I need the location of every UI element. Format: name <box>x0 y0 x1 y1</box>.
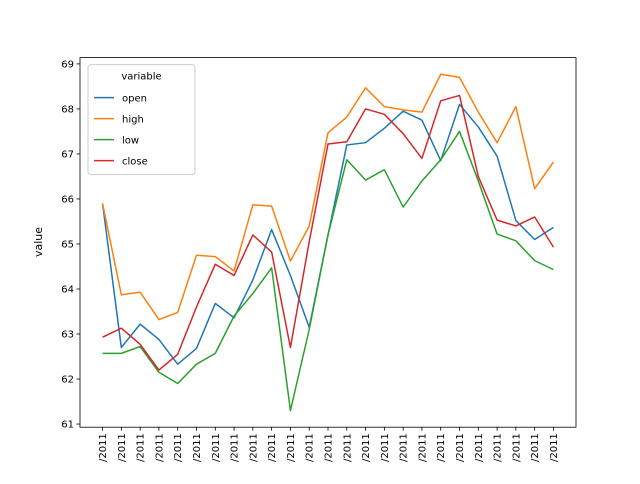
x-tick-label: /2011 <box>173 433 184 462</box>
y-tick-label: 69 <box>61 59 74 70</box>
x-tick-label: /2011 <box>455 433 466 462</box>
y-tick-label: 66 <box>61 194 74 205</box>
series-line <box>102 130 554 412</box>
x-tick-label: /2011 <box>136 433 147 462</box>
x-tick-label: /2011 <box>211 433 222 462</box>
y-axis-label: value <box>32 227 45 257</box>
legend-label: open <box>122 94 147 105</box>
x-tick-label: /2011 <box>305 433 316 462</box>
legend-label: low <box>122 136 139 147</box>
y-tick-label: 65 <box>61 239 74 250</box>
x-tick-label: /2011 <box>474 433 485 462</box>
x-tick-label: /2011 <box>493 433 504 462</box>
x-tick-label: /2011 <box>342 433 353 462</box>
plot-frame <box>79 57 577 428</box>
series-line <box>101 73 555 321</box>
y-tick-label: 61 <box>61 420 74 431</box>
y-tick-label: 68 <box>61 104 74 115</box>
legend-title: variable <box>121 72 161 83</box>
x-tick-label: /2011 <box>530 433 541 462</box>
legend-label: close <box>122 157 148 168</box>
x-tick-label: /2011 <box>511 433 522 462</box>
x-tick-label: /2011 <box>380 433 391 462</box>
y-tick-label: 62 <box>61 375 74 386</box>
x-tick-label: /2011 <box>230 433 241 462</box>
x-tick-label: /2011 <box>549 433 560 462</box>
x-tick-label: /2011 <box>399 433 410 462</box>
x-tick-label: /2011 <box>286 433 297 462</box>
x-tick-label: /2011 <box>417 433 428 462</box>
x-tick-label: /2011 <box>324 433 335 462</box>
x-tick-label: /2011 <box>248 433 259 462</box>
legend-label: high <box>122 115 144 126</box>
x-tick-label: /2011 <box>98 433 109 462</box>
series-line <box>102 94 555 371</box>
x-tick-label: /2011 <box>154 433 165 462</box>
x-tick-label: /2011 <box>436 433 447 462</box>
legend-box <box>87 64 196 176</box>
x-tick-label: /2011 <box>361 433 372 462</box>
y-tick-label: 64 <box>61 284 74 295</box>
y-tick-label: 63 <box>61 330 74 341</box>
y-tick-label: 67 <box>61 149 74 160</box>
x-tick-label: /2011 <box>192 433 203 462</box>
x-tick-label: /2011 <box>117 433 128 462</box>
x-tick-label: /2011 <box>267 433 278 462</box>
